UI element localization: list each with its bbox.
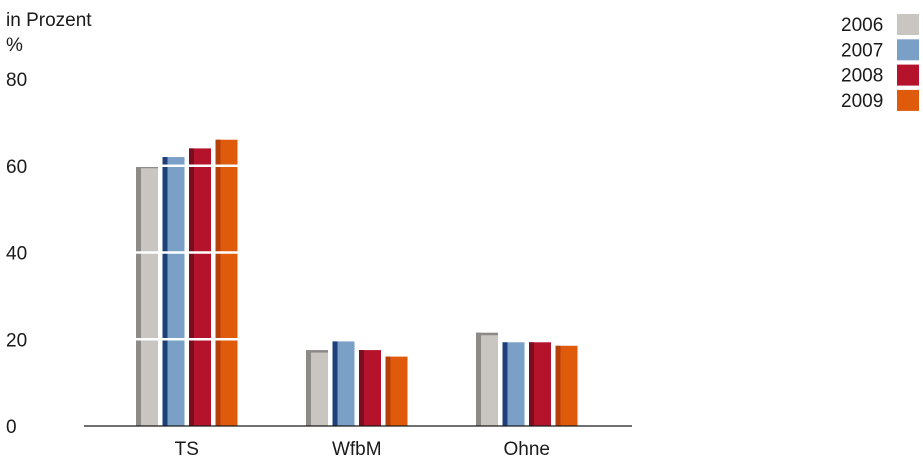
bar-2006-wfbm xyxy=(306,350,328,426)
category-label-ohne: Ohne xyxy=(504,439,550,459)
bar-top-edge xyxy=(306,350,328,353)
legend-label-2008: 2008 xyxy=(841,66,883,87)
legend: 2006 2007 2008 2009 xyxy=(841,14,919,112)
bars xyxy=(136,139,578,426)
legend-label-2007: 2007 xyxy=(841,40,883,61)
category-label-wfbm: WfbM xyxy=(332,439,382,459)
bar-edge xyxy=(215,139,221,426)
bar-edge xyxy=(306,350,311,426)
y-axis-ticks: 0 20 40 60 80 xyxy=(6,70,27,438)
bar-2006-ohne xyxy=(476,332,498,426)
y-axis-label: in Prozent xyxy=(6,10,92,31)
y-axis-unit: % xyxy=(6,35,23,56)
bar-edge xyxy=(502,342,508,426)
x-axis-categories: TS WfbM Ohne xyxy=(175,439,550,459)
y-tick-label: 20 xyxy=(6,330,27,351)
y-tick-label: 60 xyxy=(6,157,27,178)
y-tick-label: 0 xyxy=(6,417,17,438)
y-tick-label: 80 xyxy=(6,70,27,91)
legend-swatch-2008 xyxy=(897,64,919,86)
bar-edge xyxy=(136,165,141,426)
bar-2007-ts xyxy=(162,157,185,426)
bar-2008-ohne xyxy=(529,342,551,426)
bar-edge xyxy=(385,356,391,426)
legend-swatch-2006 xyxy=(897,14,919,35)
bar-2008-ts xyxy=(189,148,211,426)
bar-2006-ts xyxy=(136,165,158,426)
bar-2007-ohne xyxy=(502,342,525,426)
bar-top-edge xyxy=(476,332,498,336)
bar-edge xyxy=(476,332,481,426)
bar-2009-wfbm xyxy=(385,356,408,426)
bar-edge xyxy=(162,157,168,426)
legend-swatch-2007 xyxy=(897,39,919,61)
legend-swatch-2009 xyxy=(897,89,919,111)
bar-edge xyxy=(332,341,338,426)
gridlines xyxy=(120,164,250,341)
legend-label-2009: 2009 xyxy=(841,91,883,112)
bar-edge xyxy=(359,350,364,426)
bar-edge xyxy=(529,342,534,426)
bar-edge xyxy=(189,148,194,426)
y-tick-label: 40 xyxy=(6,244,27,265)
category-label-ts: TS xyxy=(175,439,199,459)
legend-label-2006: 2006 xyxy=(841,15,883,36)
bar-edge xyxy=(555,345,561,426)
bar-2008-wfbm xyxy=(359,350,381,426)
bar-2009-ts xyxy=(215,139,238,426)
bar-2007-wfbm xyxy=(332,341,355,426)
bar-2009-ohne xyxy=(555,345,578,426)
